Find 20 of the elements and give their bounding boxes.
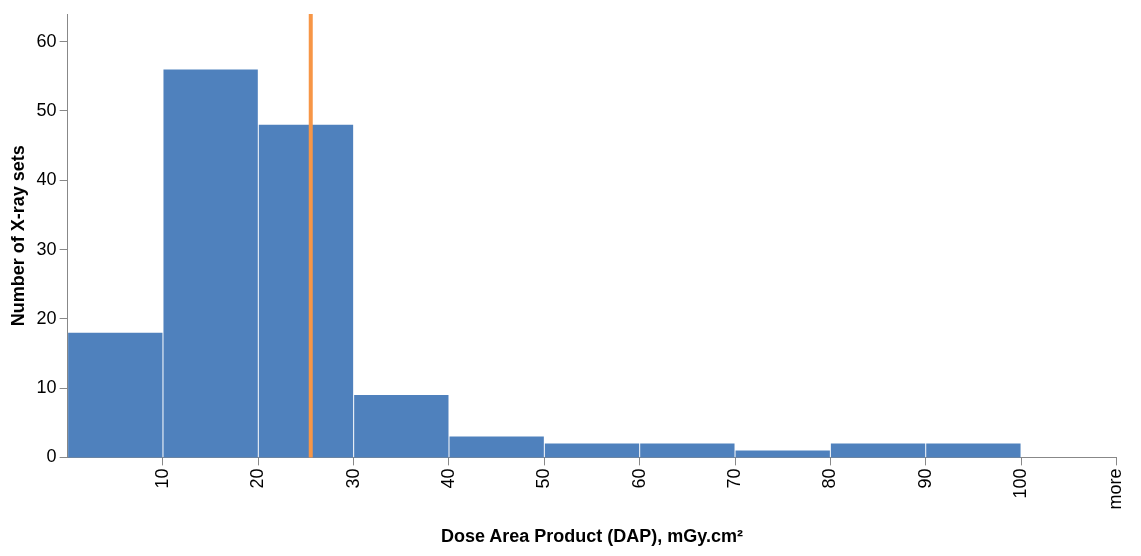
y-tick-label: 50: [36, 99, 57, 120]
y-axis-title: Number of X-ray sets: [7, 145, 28, 327]
x-tick-label: 90: [914, 468, 935, 489]
x-tick-label: 100: [1010, 468, 1031, 499]
x-tick-label: 70: [723, 468, 744, 489]
x-tick-label: more: [1105, 468, 1126, 510]
x-tick-label: 50: [533, 468, 554, 489]
x-tick-label: 20: [247, 468, 268, 489]
y-tick-label: 0: [46, 446, 57, 467]
x-tick-label: 30: [342, 468, 363, 489]
x-axis-title: Dose Area Product (DAP), mGy.cm²: [440, 526, 744, 547]
y-tick-label: 20: [36, 307, 57, 328]
x-tick-label: 60: [628, 468, 649, 489]
x-tick-label: 80: [819, 468, 840, 489]
x-tick-label: 40: [437, 468, 458, 489]
y-tick-label: 40: [36, 169, 57, 190]
y-tick-label: 60: [36, 30, 57, 51]
y-tick-label: 10: [36, 377, 57, 398]
x-tick-label: 10: [151, 468, 172, 489]
y-tick-label: 30: [36, 238, 57, 259]
